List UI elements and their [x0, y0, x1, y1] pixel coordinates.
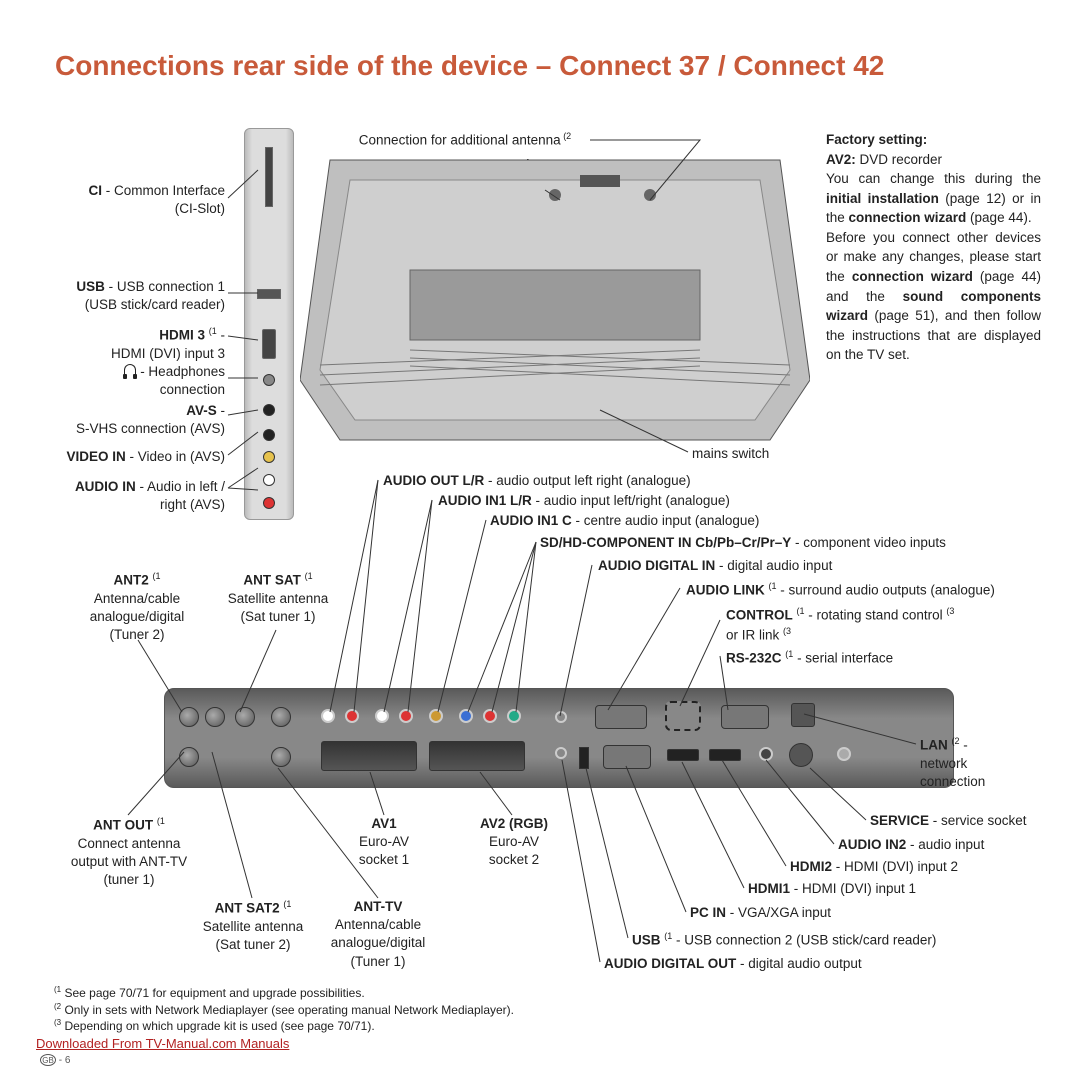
- leader-lines: [0, 0, 1080, 1080]
- download-source: Downloaded From TV-Manual.com Manuals: [36, 1036, 289, 1051]
- footnotes: (1 See page 70/71 for equipment and upgr…: [54, 985, 514, 1035]
- page-footer: GB - 6: [40, 1054, 70, 1066]
